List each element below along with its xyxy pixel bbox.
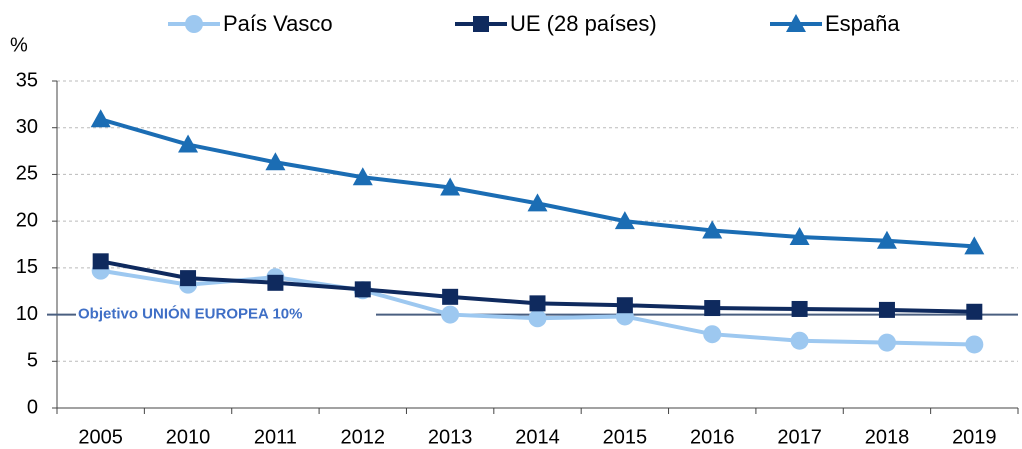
marker xyxy=(964,236,985,255)
marker xyxy=(702,220,723,239)
target-label-bg xyxy=(76,303,376,326)
y-tick-label: 10 xyxy=(16,303,38,325)
x-tick-label: 2018 xyxy=(865,426,910,448)
marker xyxy=(442,288,459,305)
legend-marker xyxy=(473,16,489,32)
marker xyxy=(704,300,721,317)
y-tick-label: 0 xyxy=(27,396,38,418)
legend-marker xyxy=(786,14,806,32)
x-tick-label: 2015 xyxy=(603,426,648,448)
marker xyxy=(92,253,109,270)
marker xyxy=(791,300,808,317)
marker xyxy=(616,297,633,314)
marker xyxy=(965,335,984,354)
marker xyxy=(527,193,548,212)
x-tick-label: 2005 xyxy=(78,426,123,448)
y-tick-label: 30 xyxy=(16,116,38,138)
x-tick-label: 2011 xyxy=(254,426,297,448)
legend-marker xyxy=(185,15,203,33)
x-tick-label: 2014 xyxy=(515,426,560,448)
marker xyxy=(267,274,284,291)
y-tick-label: 15 xyxy=(16,256,38,278)
x-tick-label: 2012 xyxy=(341,426,386,448)
y-tick-label: 20 xyxy=(16,209,38,231)
x-tick-label: 2013 xyxy=(428,426,473,448)
x-tick-label: 2017 xyxy=(777,426,822,448)
y-tick-label: 5 xyxy=(27,350,38,372)
marker xyxy=(90,109,111,128)
target-label: Objetivo UNIÓN EUROPEA 10% xyxy=(78,305,303,323)
y-tick-label: 25 xyxy=(16,163,38,185)
marker xyxy=(789,227,810,246)
legend-label: País Vasco xyxy=(223,11,333,36)
marker xyxy=(265,152,286,171)
x-tick-label: 2019 xyxy=(952,426,997,448)
y-tick-label: 35 xyxy=(16,69,38,91)
x-tick-label: 2016 xyxy=(690,426,735,448)
y-axis-label: % xyxy=(10,34,28,56)
marker xyxy=(528,309,547,328)
series-line xyxy=(100,117,975,249)
marker xyxy=(878,301,895,318)
marker xyxy=(180,270,197,287)
marker xyxy=(876,230,897,249)
marker xyxy=(790,331,809,350)
marker xyxy=(877,333,896,352)
marker xyxy=(354,281,371,298)
legend-label: España xyxy=(825,11,900,36)
marker xyxy=(352,167,373,186)
marker xyxy=(441,305,460,324)
marker xyxy=(440,177,461,196)
marker xyxy=(966,303,983,320)
marker xyxy=(529,295,546,312)
marker xyxy=(178,134,199,153)
x-tick-label: 2010 xyxy=(166,426,211,448)
legend-label: UE (28 países) xyxy=(510,11,657,36)
marker xyxy=(703,325,722,344)
marker xyxy=(614,211,635,230)
